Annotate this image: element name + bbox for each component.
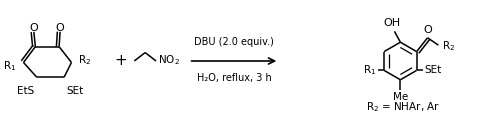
Text: O: O: [56, 23, 64, 33]
Text: DBU (2.0 equiv.): DBU (2.0 equiv.): [194, 37, 274, 47]
Text: SEt: SEt: [66, 86, 84, 96]
Text: R$_2$: R$_2$: [442, 39, 456, 53]
Text: EtS: EtS: [17, 86, 34, 96]
Text: +: +: [114, 54, 128, 69]
Text: NO$_2$: NO$_2$: [158, 53, 180, 67]
Text: R$_2$ = NHAr, Ar: R$_2$ = NHAr, Ar: [366, 101, 440, 114]
Text: R$_1$: R$_1$: [363, 63, 376, 77]
Text: R$_2$: R$_2$: [78, 54, 91, 67]
Text: O: O: [30, 23, 38, 33]
Text: Me: Me: [393, 92, 408, 102]
Text: H₂O, reflux, 3 h: H₂O, reflux, 3 h: [196, 73, 272, 83]
Text: R$_1$: R$_1$: [4, 60, 16, 73]
Text: SEt: SEt: [424, 65, 442, 75]
Text: O: O: [424, 25, 432, 35]
Text: OH: OH: [384, 18, 400, 28]
